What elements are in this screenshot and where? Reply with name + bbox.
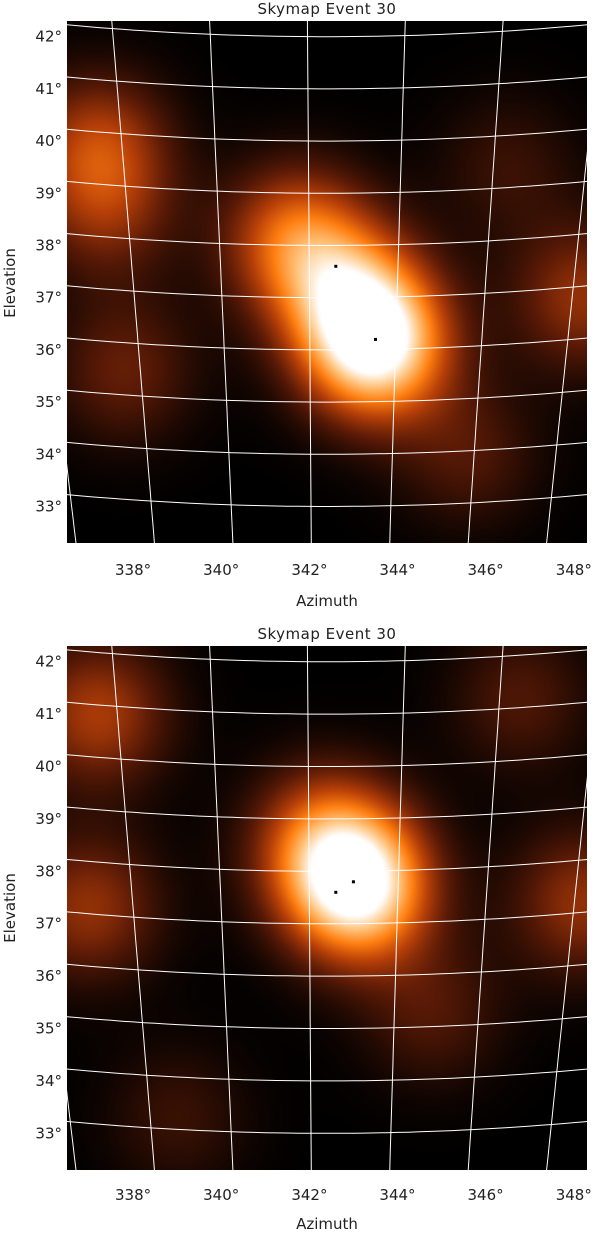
skymap-chart-2: Skymap Event 30 Azimuth Elevation 338° 34… — [1, 625, 594, 1233]
azimuth-gridline — [67, 463, 77, 543]
y-tick-label: 37° — [35, 915, 62, 933]
elevation-gridline — [67, 389, 587, 403]
source-marker — [351, 880, 355, 884]
heatmap-image — [67, 21, 587, 543]
y-tick-label: 38° — [35, 237, 62, 255]
elevation-gridline — [67, 701, 587, 715]
skymap-chart-1: Skymap Event 30 Azimuth Elevation 338° 34… — [1, 0, 594, 610]
grid-lines — [23, 646, 594, 1186]
x-tick-label: 342° — [291, 561, 327, 579]
elevation-gridline — [67, 76, 587, 90]
azimuth-gridline — [467, 21, 504, 543]
elevation-gridline — [67, 911, 587, 925]
elevation-gridline — [67, 233, 587, 246]
elevation-gridline — [67, 337, 587, 351]
x-axis-label: Azimuth — [296, 592, 358, 610]
y-axis-label: Elevation — [1, 248, 19, 318]
x-tick-label: 344° — [379, 561, 415, 579]
y-tick-label: 42° — [35, 28, 62, 46]
y-tick-label: 41° — [35, 80, 62, 98]
elevation-gridline — [67, 1016, 587, 1029]
x-tick-label: 344° — [379, 1186, 415, 1204]
y-tick-label: 41° — [35, 705, 62, 723]
y-tick-label: 42° — [35, 653, 62, 671]
y-tick-label: 40° — [35, 758, 62, 776]
elevation-gridline — [67, 858, 587, 872]
elevation-gridline — [67, 1120, 587, 1134]
y-tick-label: 36° — [35, 967, 62, 985]
heatmap-image — [67, 646, 587, 1170]
y-tick-label: 40° — [35, 132, 62, 150]
azimuth-gridline — [467, 646, 504, 1170]
azimuth-gridline — [546, 150, 587, 543]
x-tick-label: 348° — [556, 561, 592, 579]
elevation-gridline — [67, 285, 587, 299]
x-tick-label: 338° — [115, 1186, 151, 1204]
elevation-gridline — [67, 963, 587, 977]
azimuth-gridline — [111, 646, 155, 1170]
y-tick-label: 35° — [35, 393, 62, 411]
grid-lines — [23, 21, 594, 559]
azimuth-gridline — [306, 646, 312, 1170]
x-tick-label: 342° — [291, 1186, 327, 1204]
source-marker — [374, 337, 377, 341]
plot-area — [23, 21, 594, 559]
azimuth-gridline — [546, 775, 587, 1170]
y-tick-label: 38° — [35, 862, 62, 880]
elevation-gridline — [67, 754, 587, 767]
elevation-gridline — [67, 24, 587, 38]
x-axis-label: Azimuth — [296, 1215, 358, 1233]
azimuth-gridline — [111, 21, 155, 543]
elevation-gridline — [67, 649, 587, 663]
elevation-gridline — [23, 1170, 594, 1186]
chart-title: Skymap Event 30 — [258, 0, 397, 18]
elevation-gridline — [67, 1068, 587, 1082]
y-tick-label: 33° — [35, 1124, 62, 1142]
elevation-gridline — [67, 180, 587, 194]
y-tick-label: 37° — [35, 289, 62, 307]
elevation-gridline — [23, 543, 594, 559]
x-tick-label: 338° — [115, 561, 151, 579]
y-tick-label: 35° — [35, 1020, 62, 1038]
elevation-gridline — [67, 441, 587, 455]
x-tick-label: 348° — [556, 1186, 592, 1204]
x-tick-label: 340° — [203, 1186, 239, 1204]
skymap-panel-1: Skymap Event 30 Azimuth Elevation 338° 34… — [0, 0, 594, 616]
source-marker — [334, 264, 338, 268]
y-tick-label: 34° — [35, 445, 62, 463]
elevation-gridline — [67, 494, 587, 507]
azimuth-gridline — [389, 646, 406, 1170]
elevation-gridline — [67, 128, 587, 142]
azimuth-gridline — [209, 646, 234, 1170]
y-tick-label: 34° — [35, 1072, 62, 1090]
azimuth-gridline — [67, 1089, 77, 1170]
azimuth-gridline — [389, 21, 406, 543]
plot-area — [23, 646, 594, 1186]
azimuth-gridline — [209, 21, 234, 543]
y-tick-label: 33° — [35, 498, 62, 516]
y-tick-label: 39° — [35, 184, 62, 202]
source-marker — [334, 890, 338, 894]
y-axis-label: Elevation — [1, 873, 19, 943]
skymap-panel-2: Skymap Event 30 Azimuth Elevation 338° 34… — [0, 617, 594, 1233]
chart-title: Skymap Event 30 — [258, 625, 397, 643]
y-tick-label: 36° — [35, 341, 62, 359]
x-tick-label: 346° — [468, 561, 504, 579]
x-tick-label: 346° — [468, 1186, 504, 1204]
x-tick-label: 340° — [203, 561, 239, 579]
y-tick-label: 39° — [35, 810, 62, 828]
elevation-gridline — [67, 806, 587, 820]
azimuth-gridline — [306, 21, 312, 543]
